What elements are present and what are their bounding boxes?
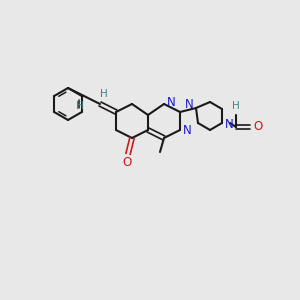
Text: O: O (254, 121, 262, 134)
Text: N: N (184, 98, 194, 112)
Text: H: H (232, 101, 240, 111)
Text: H: H (76, 101, 84, 111)
Text: H: H (100, 89, 108, 99)
Text: N: N (183, 124, 191, 137)
Text: O: O (122, 157, 132, 169)
Text: N: N (167, 97, 176, 110)
Text: N: N (225, 118, 233, 130)
